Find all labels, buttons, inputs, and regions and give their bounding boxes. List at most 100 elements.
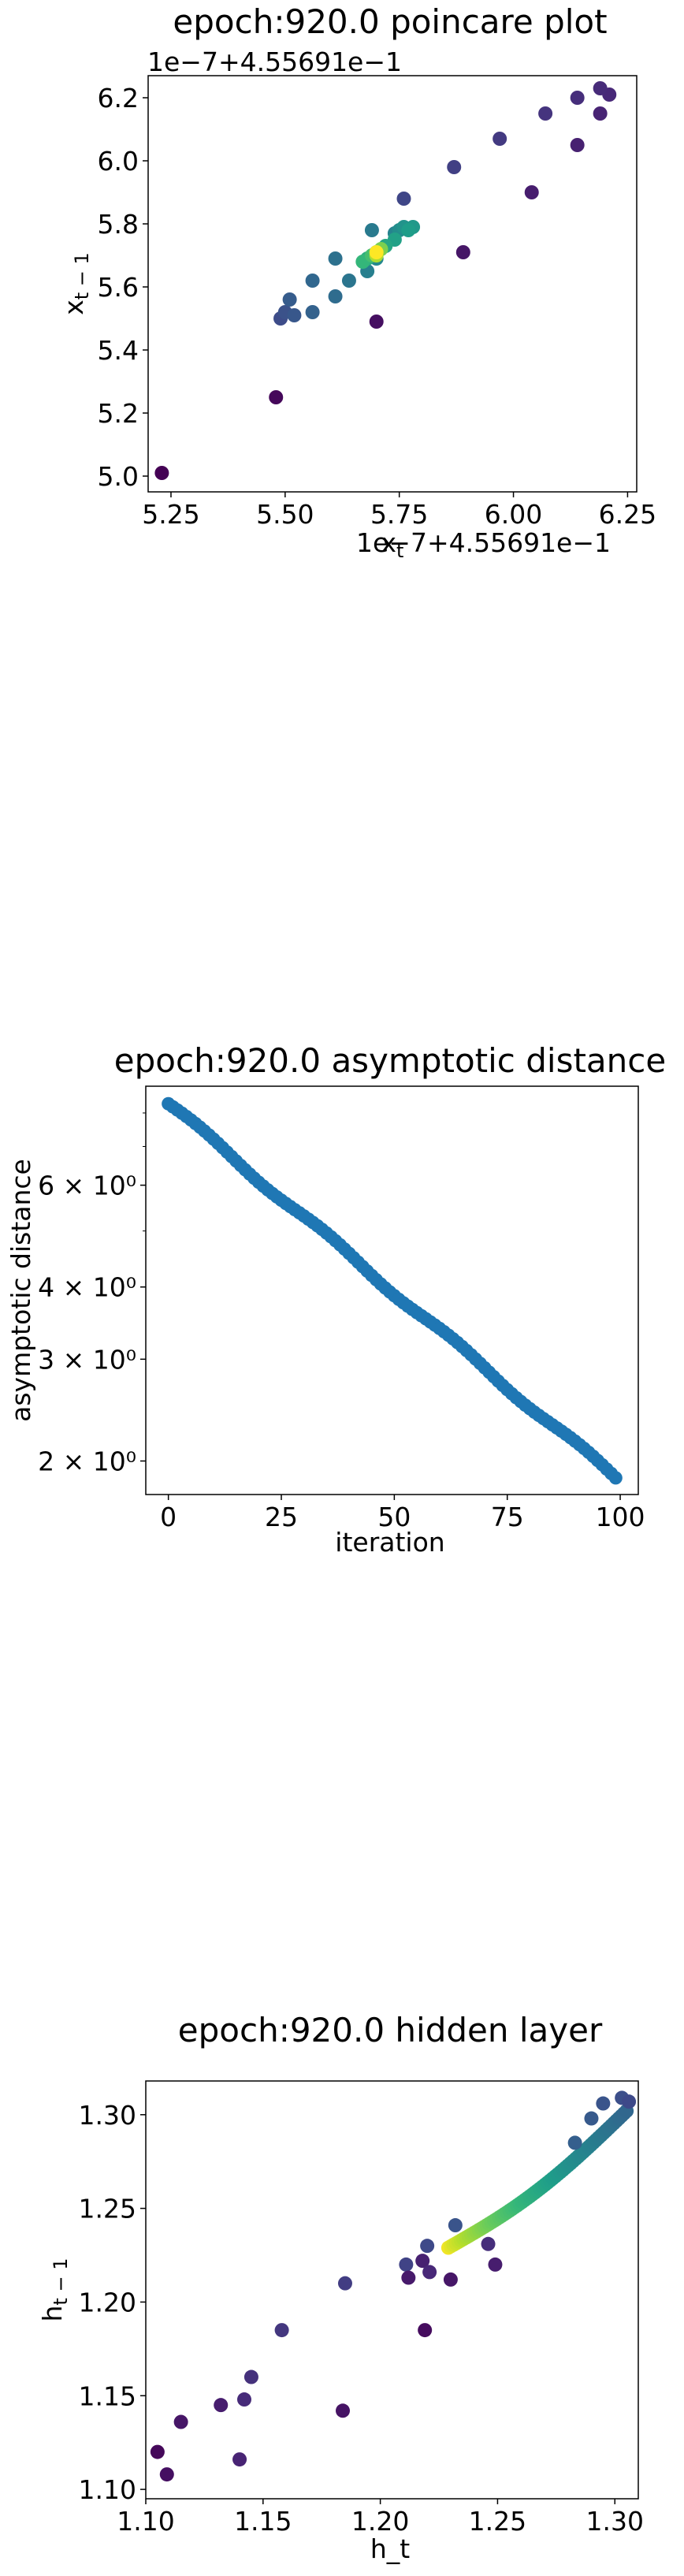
poincare-point	[369, 315, 384, 329]
poincare-point	[154, 466, 169, 480]
asymptotic-distance-x-tick-label: 75	[491, 1502, 524, 1532]
hidden-layer-curve-points	[441, 2104, 634, 2255]
hidden-layer-y-tick-label: 1.20	[79, 2287, 136, 2317]
poincare-point	[593, 106, 608, 121]
poincare-plot-y-offset-label: 1e−7+4.55691e−1	[147, 47, 402, 77]
poincare-plot-x-tick-label: 6.25	[599, 499, 656, 530]
poincare-plot-x-tick-label: 5.50	[256, 499, 314, 530]
asymptotic-distance-y-ticks: 2 × 10⁰ 3 × 10⁰ 4 × 10⁰ 6 × 10⁰	[38, 1112, 146, 1476]
poincare-plot-x-offset-label: 1e−7+4.55691e−1	[356, 527, 611, 558]
asymptotic-distance-chart: epoch:920.0 asymptotic distance 0 25 50 75 1…	[6, 1041, 666, 1558]
poincare-plot-y-tick-label: 5.0	[98, 461, 139, 492]
poincare-plot-title: epoch:920.0 poincare plot	[173, 2, 607, 41]
poincare-point	[269, 390, 284, 404]
poincare-point	[447, 160, 462, 174]
hidden-layer-point	[415, 2254, 430, 2269]
poincare-point	[369, 245, 384, 259]
poincare-point	[524, 185, 539, 199]
asymptotic-distance-y-tick-label: 6 × 10⁰	[38, 1171, 136, 1201]
poincare-plot-y-tick-label: 5.8	[98, 209, 139, 240]
hidden-layer-point	[243, 2369, 258, 2384]
hidden-layer-point	[584, 2111, 599, 2126]
hidden-layer-point	[399, 2257, 414, 2272]
hidden-layer-title: epoch:920.0 hidden layer	[178, 2011, 603, 2049]
hidden-layer-point	[232, 2452, 247, 2467]
poincare-point	[287, 308, 302, 322]
poincare-point	[282, 292, 297, 307]
poincare-point	[364, 223, 379, 237]
hidden-layer-y-axis-label: ht − 1	[37, 2258, 72, 2322]
poincare-point	[593, 81, 608, 95]
hidden-layer-point	[337, 2276, 352, 2291]
poincare-point	[341, 274, 356, 288]
hidden-layer-y-tick-label: 1.30	[79, 2100, 136, 2131]
poincare-point	[493, 132, 507, 146]
asymptotic-distance-x-axis-label: iteration	[335, 1527, 444, 1558]
hidden-layer-point	[443, 2272, 458, 2287]
poincare-plot-y-tick-label: 5.4	[98, 335, 139, 366]
hidden-layer-point	[150, 2444, 165, 2459]
hidden-layer-y-tick-label: 1.10	[79, 2474, 136, 2505]
poincare-plot-y-tick-label: 6.2	[98, 83, 139, 114]
hidden-layer-y-tick-label: 1.25	[79, 2194, 136, 2224]
poincare-point	[305, 305, 320, 319]
poincare-point	[570, 138, 585, 152]
poincare-point	[396, 192, 411, 206]
poincare-plot-x-ticks: 5.25 5.50 5.75 6.00 6.25	[142, 492, 656, 530]
hidden-layer-y-tick-label: 1.15	[79, 2381, 136, 2411]
poincare-plot-x-tick-label: 5.25	[142, 499, 199, 530]
poincare-point	[538, 106, 553, 121]
hidden-layer-point	[420, 2239, 435, 2254]
poincare-plot-x-tick-label: 5.75	[370, 499, 428, 530]
poincare-point	[305, 274, 320, 288]
poincare-point	[328, 251, 343, 266]
hidden-layer-point	[448, 2218, 463, 2233]
poincare-plot-points	[154, 81, 617, 480]
asymptotic-distance-frame	[145, 1085, 639, 1495]
poincare-plot-chart: epoch:920.0 poincare plot 1e−7+4.55691e−…	[58, 2, 656, 562]
hidden-layer-x-tick-label: 1.25	[469, 2506, 526, 2537]
asymptotic-distance-x-ticks: 0 25 50 75 100	[160, 1495, 645, 1532]
asymptotic-distance-y-tick-label: 2 × 10⁰	[38, 1446, 136, 1476]
hidden-layer-x-tick-label: 1.30	[585, 2506, 643, 2537]
poincare-plot-y-tick-label: 6.0	[98, 146, 139, 177]
hidden-layer-y-ticks: 1.10 1.15 1.20 1.25 1.30	[79, 2100, 146, 2505]
hidden-layer-point	[274, 2323, 289, 2338]
asymptotic-distance-x-tick-label: 25	[265, 1502, 298, 1532]
hidden-layer-point	[237, 2392, 251, 2407]
hidden-layer-points	[150, 2090, 637, 2482]
poincare-plot-y-ticks: 5.0 5.2 5.4 5.6 5.8 6.0 6.2	[98, 83, 148, 492]
hidden-layer-point	[596, 2096, 611, 2111]
hidden-layer-point	[173, 2414, 188, 2429]
hidden-layer-point	[481, 2236, 496, 2251]
hidden-layer-frame	[145, 2080, 639, 2500]
asymptotic-distance-y-tick-label: 4 × 10⁰	[38, 1272, 136, 1303]
hidden-layer-point	[418, 2323, 433, 2338]
hidden-layer-x-axis-label: h_t	[370, 2533, 410, 2564]
hidden-layer-point	[422, 2265, 437, 2280]
poincare-plot-x-axis-label: xt	[381, 527, 404, 562]
hidden-layer-point	[159, 2467, 174, 2482]
poincare-plot-y-axis-label: xt − 1	[58, 252, 93, 315]
poincare-point	[570, 91, 585, 105]
poincare-point	[455, 245, 470, 259]
poincare-plot-frame	[147, 75, 638, 493]
poincare-point	[328, 289, 343, 303]
hidden-layer-x-tick-label: 1.15	[234, 2506, 292, 2537]
asymptotic-distance-y-axis-label: asymptotic distance	[6, 1159, 36, 1422]
hidden-layer-x-tick-label: 1.20	[351, 2506, 409, 2537]
hidden-layer-point	[401, 2270, 416, 2285]
hidden-layer-chart: epoch:920.0 hidden layer 1.10 1.15 1.20 1.2…	[37, 2011, 644, 2564]
hidden-layer-point	[567, 2135, 582, 2150]
asymptotic-distance-title: epoch:920.0 asymptotic distance	[114, 1041, 666, 1080]
asymptotic-distance-point	[608, 1471, 623, 1485]
hidden-layer-point	[488, 2257, 503, 2272]
poincare-plot-x-tick-label: 6.00	[485, 499, 542, 530]
poincare-point	[401, 223, 416, 237]
hidden-layer-x-ticks: 1.10 1.15 1.20 1.25 1.30	[117, 2499, 644, 2537]
asymptotic-distance-x-tick-label: 100	[596, 1502, 645, 1532]
poincare-plot-y-tick-label: 5.6	[98, 272, 139, 303]
asymptotic-distance-x-tick-label: 50	[377, 1502, 411, 1532]
poincare-plot-y-tick-label: 5.2	[98, 398, 139, 429]
